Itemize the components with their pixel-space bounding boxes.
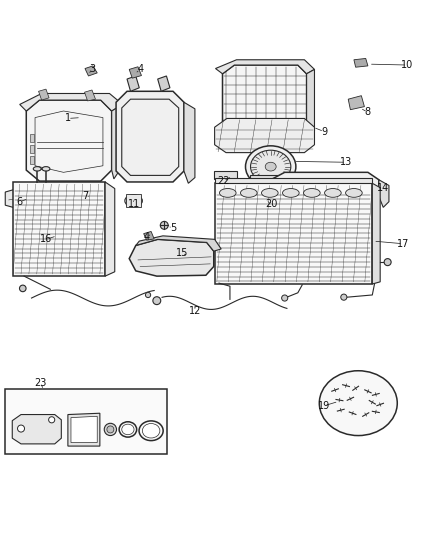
Text: 15: 15	[176, 248, 188, 259]
Text: 10: 10	[401, 60, 413, 70]
Polygon shape	[307, 69, 314, 145]
Ellipse shape	[145, 292, 151, 297]
Text: 3: 3	[89, 63, 95, 74]
Ellipse shape	[319, 371, 397, 435]
Text: 4: 4	[137, 64, 143, 75]
Text: 13: 13	[340, 157, 352, 167]
Text: 16: 16	[40, 235, 52, 244]
Polygon shape	[85, 90, 95, 101]
Polygon shape	[271, 172, 379, 204]
Polygon shape	[136, 236, 221, 251]
Text: 1: 1	[65, 114, 71, 124]
Polygon shape	[39, 89, 49, 100]
Polygon shape	[379, 180, 389, 207]
Ellipse shape	[341, 294, 347, 300]
Polygon shape	[158, 76, 170, 91]
Polygon shape	[223, 65, 307, 145]
Ellipse shape	[240, 189, 257, 197]
Ellipse shape	[33, 167, 41, 171]
Text: 12: 12	[189, 306, 201, 316]
Ellipse shape	[265, 162, 276, 171]
Bar	[215, 183, 372, 284]
Ellipse shape	[266, 195, 275, 200]
Polygon shape	[184, 102, 195, 183]
Polygon shape	[215, 178, 372, 183]
Polygon shape	[65, 191, 94, 206]
Polygon shape	[348, 96, 364, 110]
Polygon shape	[271, 191, 379, 211]
Polygon shape	[354, 59, 368, 67]
Ellipse shape	[104, 423, 117, 435]
Text: 7: 7	[82, 191, 88, 201]
Polygon shape	[30, 134, 34, 142]
Polygon shape	[71, 416, 97, 442]
Polygon shape	[112, 104, 123, 179]
Text: 9: 9	[321, 127, 327, 136]
Polygon shape	[129, 239, 214, 276]
Ellipse shape	[384, 259, 391, 265]
Ellipse shape	[142, 424, 160, 438]
Polygon shape	[372, 183, 380, 284]
Polygon shape	[30, 156, 34, 164]
Bar	[126, 194, 141, 207]
Polygon shape	[250, 174, 293, 187]
Ellipse shape	[19, 285, 26, 292]
Text: 11: 11	[127, 199, 140, 209]
Polygon shape	[215, 60, 314, 74]
Polygon shape	[5, 189, 33, 209]
Polygon shape	[85, 66, 97, 76]
Text: 19: 19	[318, 401, 330, 411]
Bar	[13, 182, 105, 276]
Polygon shape	[26, 100, 112, 181]
Polygon shape	[214, 171, 237, 179]
Ellipse shape	[42, 167, 50, 171]
Polygon shape	[215, 118, 314, 152]
Polygon shape	[129, 67, 141, 78]
Ellipse shape	[160, 221, 168, 229]
Text: 8: 8	[365, 107, 371, 117]
Text: 6: 6	[17, 197, 23, 207]
Text: 14: 14	[377, 183, 389, 192]
Polygon shape	[20, 93, 123, 111]
Polygon shape	[105, 182, 115, 276]
Ellipse shape	[304, 189, 320, 197]
Polygon shape	[116, 91, 184, 182]
Text: 20: 20	[265, 199, 278, 209]
Ellipse shape	[107, 426, 114, 433]
Text: 5: 5	[170, 223, 176, 233]
Ellipse shape	[282, 295, 288, 301]
Polygon shape	[127, 76, 139, 91]
Ellipse shape	[261, 197, 271, 206]
Polygon shape	[144, 231, 154, 240]
Ellipse shape	[18, 425, 25, 432]
Ellipse shape	[261, 189, 278, 197]
Ellipse shape	[264, 199, 268, 204]
Polygon shape	[68, 413, 100, 446]
Text: 22: 22	[217, 176, 230, 186]
Ellipse shape	[346, 189, 362, 197]
Ellipse shape	[283, 189, 299, 197]
Ellipse shape	[219, 189, 236, 197]
Ellipse shape	[125, 195, 142, 207]
Ellipse shape	[122, 424, 134, 435]
Polygon shape	[12, 415, 61, 444]
Text: 23: 23	[34, 377, 46, 387]
Polygon shape	[30, 145, 34, 152]
Text: 17: 17	[397, 239, 409, 249]
Ellipse shape	[251, 150, 291, 183]
Ellipse shape	[245, 146, 296, 188]
Bar	[5, 389, 167, 454]
Ellipse shape	[153, 297, 161, 304]
Ellipse shape	[49, 417, 55, 423]
Ellipse shape	[325, 189, 341, 197]
Text: 4: 4	[144, 232, 150, 242]
